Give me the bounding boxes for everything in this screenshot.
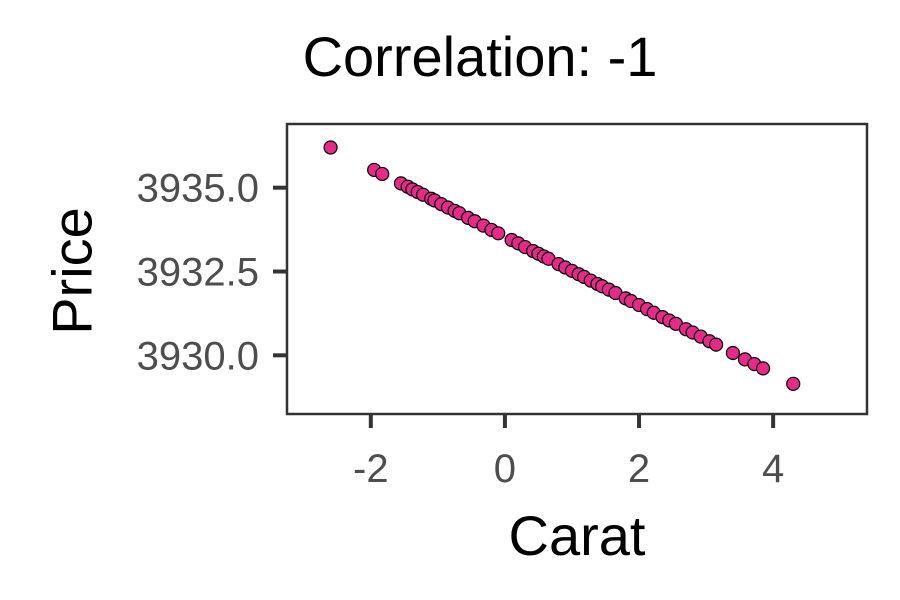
y-tick-label: 3932.5	[137, 251, 259, 295]
scatter-point	[323, 140, 338, 155]
scatter-point	[491, 226, 506, 241]
scatter-point	[725, 345, 741, 361]
y-axis-title: Price	[41, 207, 104, 335]
scatter-point	[755, 361, 771, 376]
chart-title: Correlation: -1	[303, 25, 658, 88]
scatter-point	[375, 166, 390, 182]
y-axis: 3930.0 3932.5 3935.0	[137, 167, 287, 378]
scatter-point	[709, 337, 724, 352]
x-tick-label: 0	[494, 447, 516, 491]
x-tick-label: 2	[628, 447, 650, 491]
plot-area	[323, 140, 801, 391]
x-axis-title: Carat	[509, 504, 646, 567]
x-tick-label: 4	[762, 447, 784, 491]
x-tick-label: -2	[353, 447, 389, 491]
scatter-point	[786, 376, 801, 391]
y-tick-label: 3935.0	[137, 167, 259, 211]
plot-panel-border	[285, 122, 869, 416]
x-axis: -2 0 2 4	[353, 414, 784, 491]
y-tick-label: 3930.0	[137, 334, 259, 378]
